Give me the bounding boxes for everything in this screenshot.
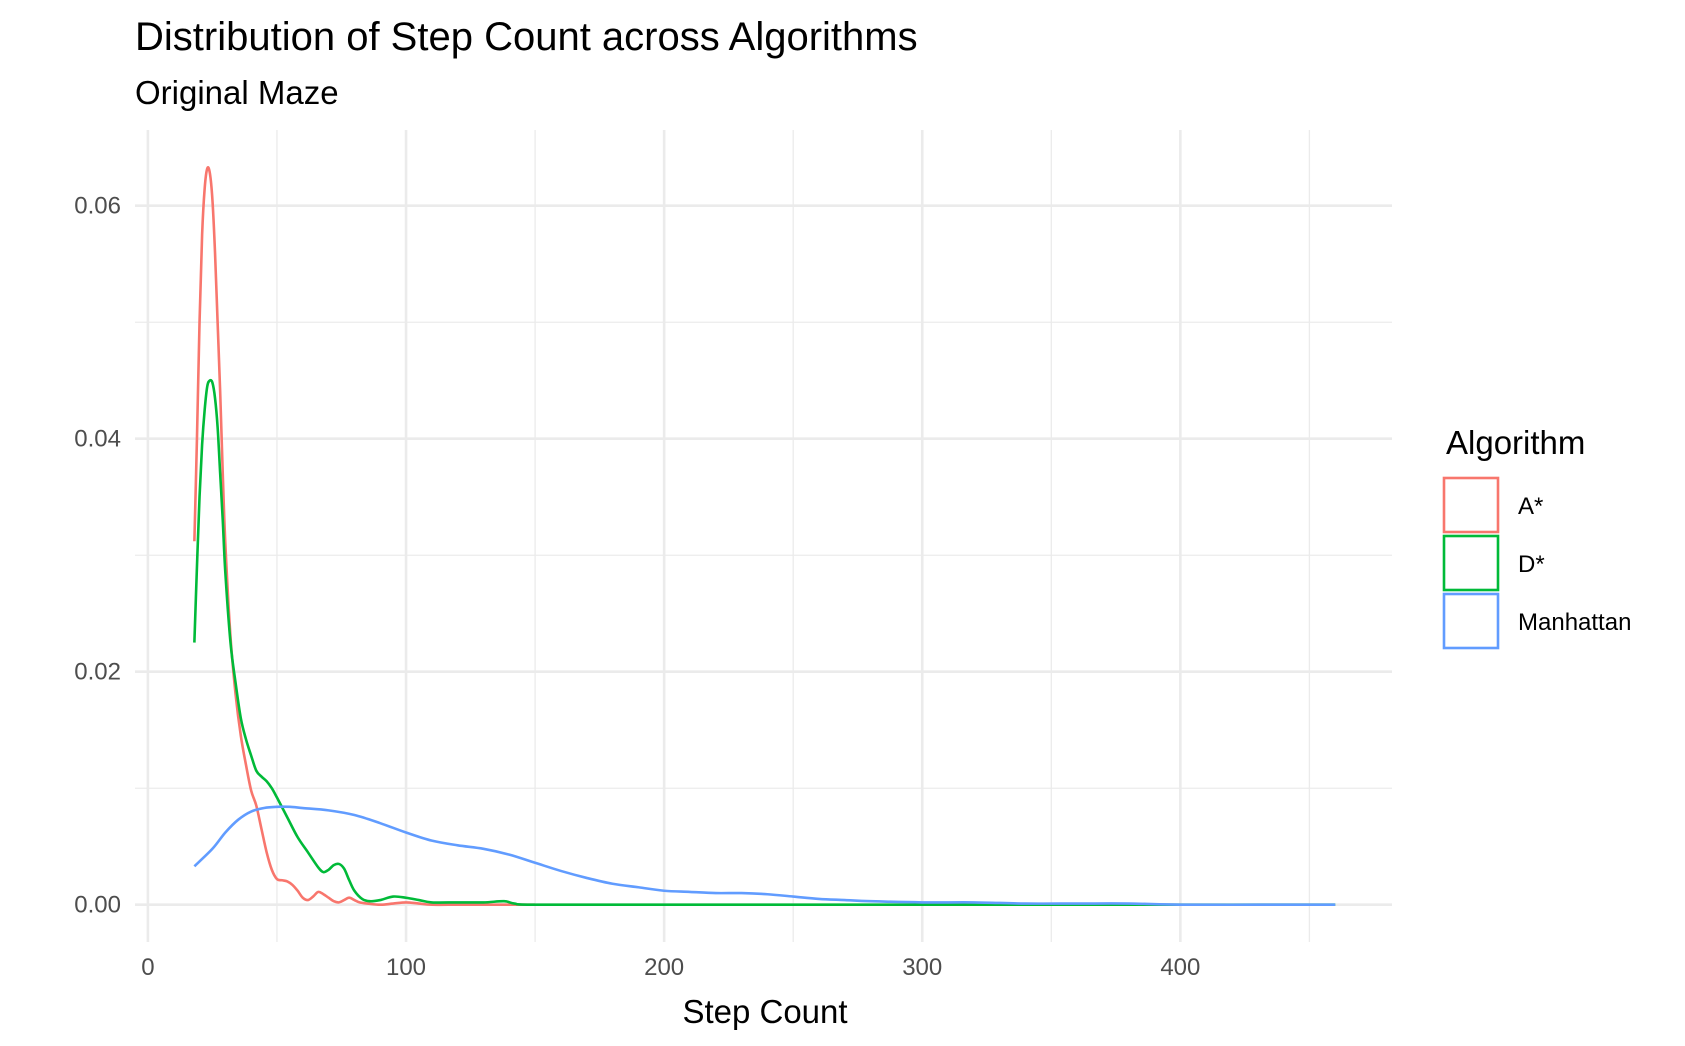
x-tick-label: 300 [902, 954, 942, 981]
x-tick-label: 400 [1160, 954, 1200, 981]
y-tick-label: 0.02 [74, 659, 121, 686]
legend: Algorithm A* D* Manhattan [1442, 424, 1631, 650]
legend-items: A* D* Manhattan [1442, 476, 1631, 650]
y-tick-label: 0.00 [74, 892, 121, 919]
x-tick-label: 100 [386, 954, 426, 981]
tick-labels: 0 100 200 300 400 0.00 0.02 0.04 0.06 [74, 193, 1200, 981]
x-axis-title: Step Count [682, 993, 847, 1030]
legend-label-d-star: D* [1518, 551, 1545, 578]
legend-label-manhattan: Manhattan [1518, 609, 1631, 636]
y-tick-label: 0.04 [74, 426, 121, 453]
density-line-a-star [193, 166, 536, 907]
x-tick-label: 0 [141, 954, 154, 981]
legend-title: Algorithm [1446, 424, 1585, 461]
legend-label-a-star: A* [1518, 493, 1543, 520]
x-tick-label: 200 [644, 954, 684, 981]
chart-subtitle: Original Maze [135, 74, 339, 111]
series-layer [193, 166, 1336, 907]
chart-title: Distribution of Step Count across Algori… [135, 15, 918, 59]
density-line-manhattan [193, 805, 1336, 907]
density-line-d-star [193, 378, 1336, 907]
legend-key-d-star [1442, 534, 1500, 592]
legend-key-a-star [1442, 476, 1500, 534]
grid-layer [135, 130, 1392, 942]
y-tick-label: 0.06 [74, 193, 121, 220]
legend-key-manhattan [1442, 592, 1500, 650]
